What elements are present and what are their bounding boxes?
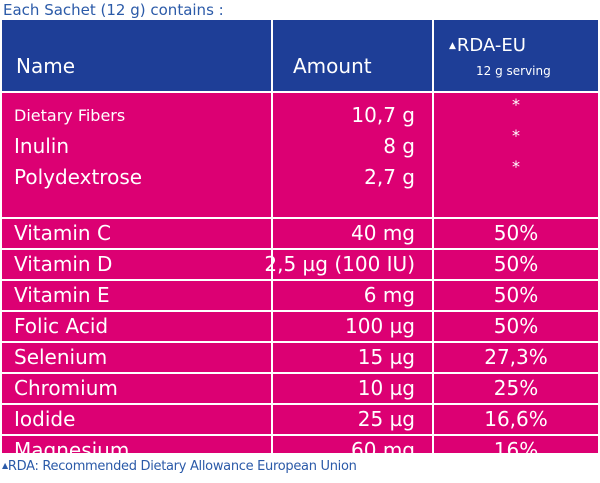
row-name: Iodide <box>14 407 76 431</box>
row-name: Folic Acid <box>14 314 109 338</box>
row-amount: 2,7 g <box>364 165 415 189</box>
row-rda: * <box>512 95 520 114</box>
row-rda: 25% <box>493 376 539 400</box>
table-caption: Each Sachet (12 g) contains : <box>3 1 224 19</box>
row-amount: 15 µg <box>357 345 415 369</box>
row-name: Inulin <box>14 134 70 158</box>
row-divider <box>2 403 598 405</box>
header-rda-label: RDA-EU <box>456 35 526 56</box>
row-amount: 25 µg <box>357 407 415 431</box>
row-rda: 50% <box>493 314 539 338</box>
row-rda: 16% <box>493 438 539 462</box>
row-name: Selenium <box>14 345 108 369</box>
row-divider <box>2 434 598 436</box>
header-divider <box>271 20 273 91</box>
footnote-text: RDA: Recommended Dietary Allowance Europ… <box>7 459 357 474</box>
nutrition-table: Name Amount ▲RDA-EU 12 g serving Dietary… <box>2 20 598 462</box>
row-amount: 10,7 g <box>351 103 415 127</box>
row-divider <box>2 217 598 219</box>
row-amount: 40 mg <box>351 221 415 245</box>
row-name: Magnesium <box>14 438 130 462</box>
triangle-icon: ▲ <box>449 41 456 51</box>
row-name: Vitamin C <box>14 221 111 245</box>
header-rda: ▲RDA-EU <box>449 35 526 56</box>
row-divider <box>2 310 598 312</box>
row-rda: 27,3% <box>484 345 548 369</box>
row-rda: * <box>512 126 520 145</box>
footnote: ▲RDA: Recommended Dietary Allowance Euro… <box>2 459 357 474</box>
header-amount: Amount <box>293 54 372 78</box>
triangle-icon: ▲ <box>2 461 8 470</box>
row-name: Chromium <box>14 376 118 400</box>
row-rda: 50% <box>493 283 539 307</box>
table-body: Dietary Fibers 10,7 g * Inulin 8 g * Polydextr… <box>2 93 598 462</box>
header-divider <box>432 20 434 91</box>
header-name: Name <box>16 54 76 78</box>
column-divider <box>271 93 273 453</box>
row-name: Vitamin E <box>14 283 110 307</box>
row-rda: * <box>512 157 520 176</box>
header-serving: 12 g serving <box>476 64 551 78</box>
row-name: Polydextrose <box>14 165 143 189</box>
table-header: Name Amount ▲RDA-EU 12 g serving <box>2 20 598 91</box>
column-divider <box>432 93 434 453</box>
row-rda: 50% <box>493 252 539 276</box>
row-amount: 8 g <box>383 134 415 158</box>
row-rda: 16,6% <box>484 407 548 431</box>
row-name: Dietary Fibers <box>14 106 126 125</box>
row-amount: 2,5 µg (100 IU) <box>264 252 415 276</box>
row-divider <box>2 372 598 374</box>
row-amount: 60 mg <box>351 438 415 462</box>
row-divider <box>2 279 598 281</box>
row-rda: 50% <box>493 221 539 245</box>
row-amount: 10 µg <box>357 376 415 400</box>
row-amount: 100 µg <box>345 314 415 338</box>
row-amount: 6 mg <box>363 283 415 307</box>
row-name: Vitamin D <box>14 252 113 276</box>
row-divider <box>2 248 598 250</box>
row-divider <box>2 341 598 343</box>
